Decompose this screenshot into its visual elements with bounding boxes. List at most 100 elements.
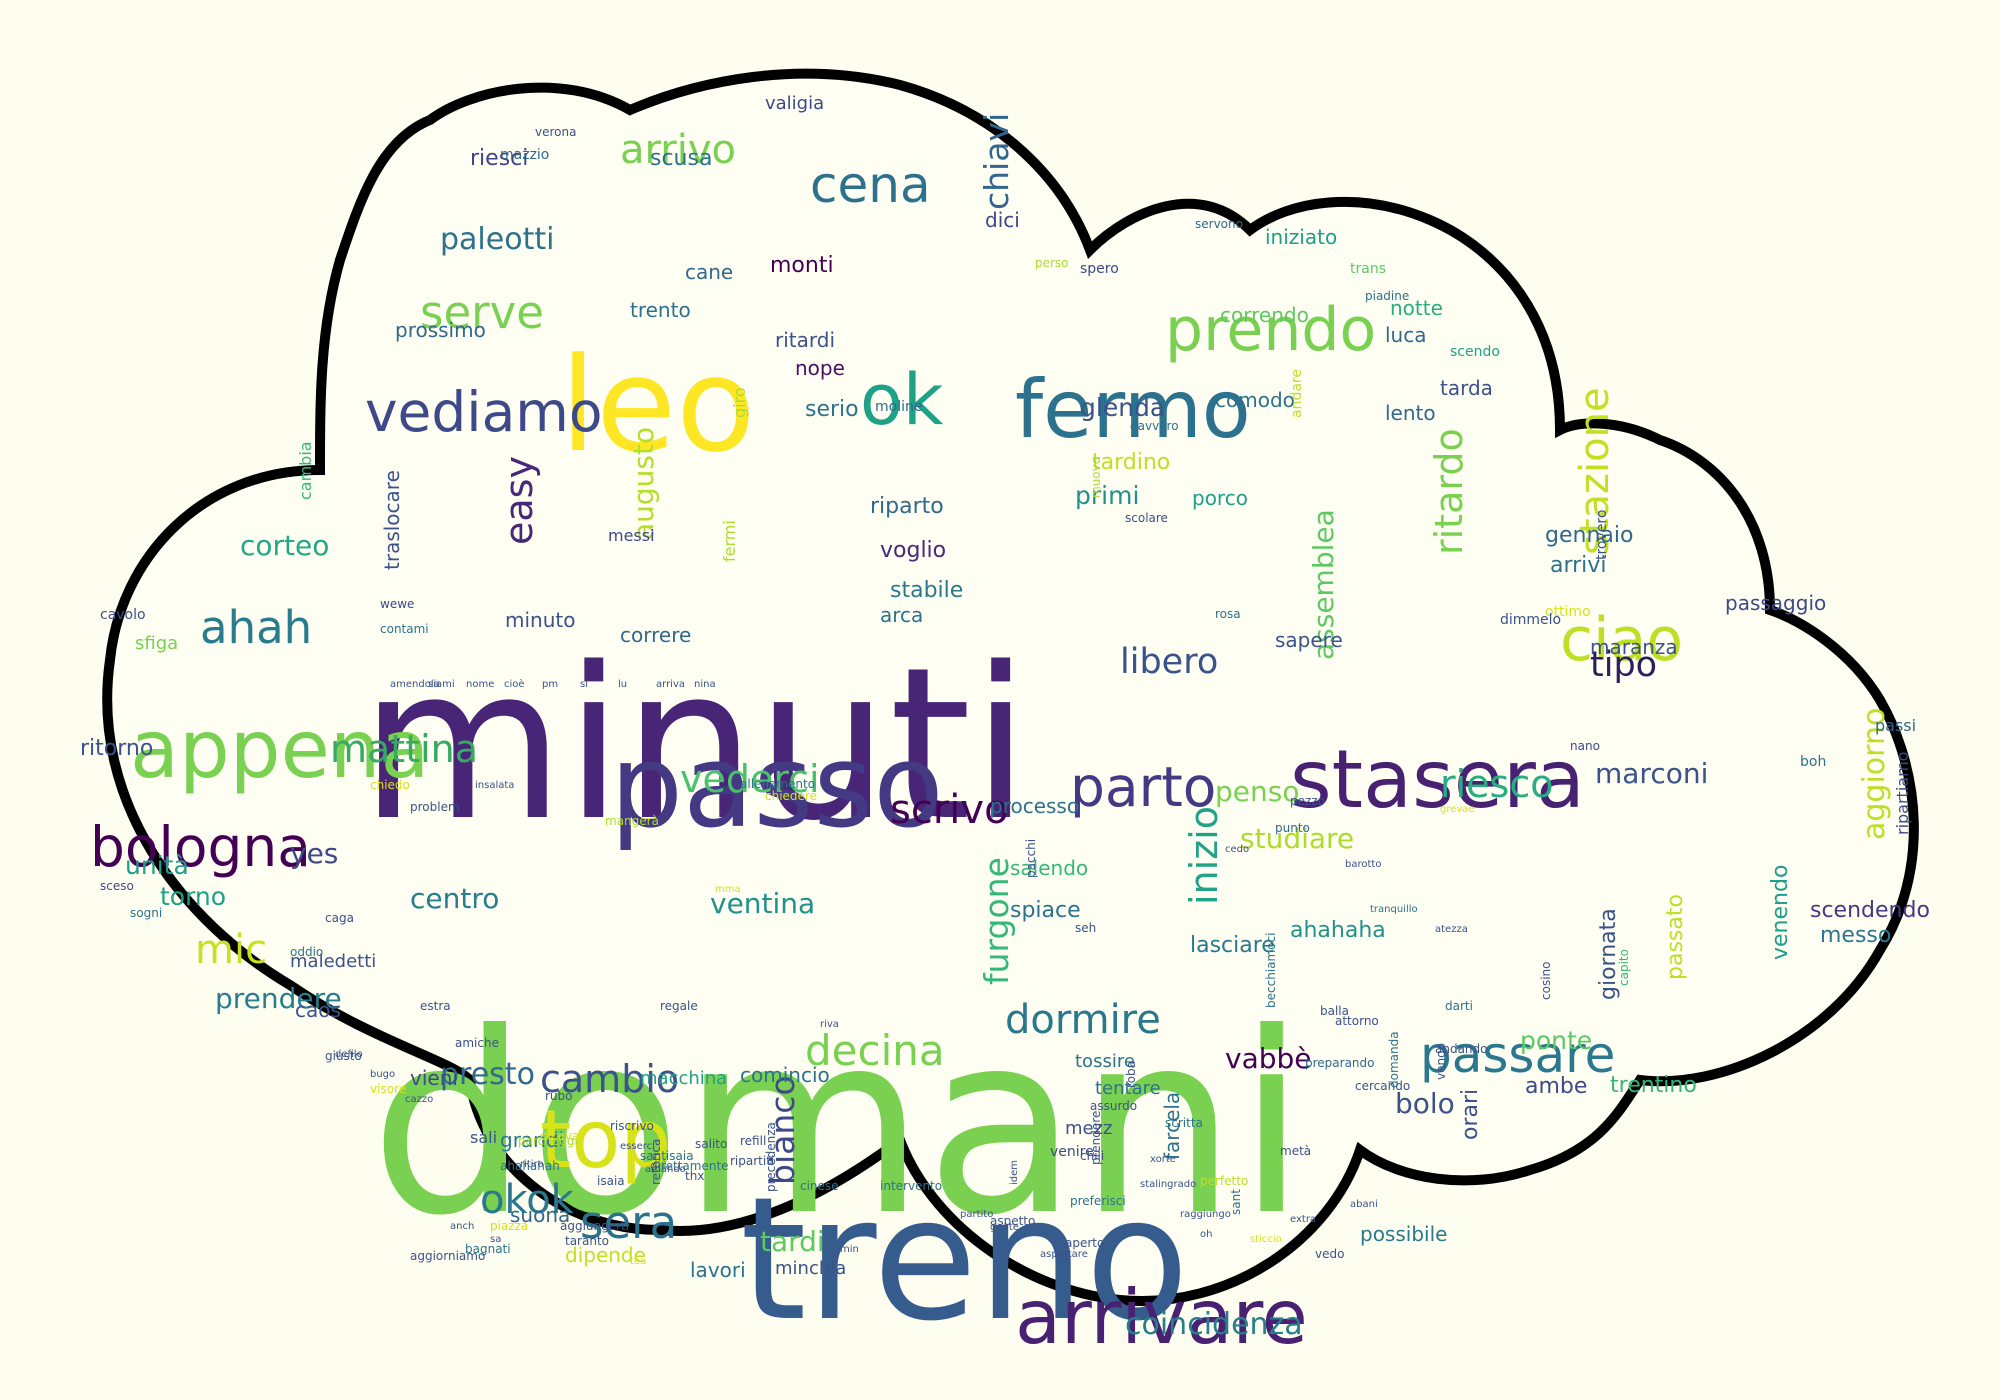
word-libero: libero — [1120, 642, 1219, 682]
word-pezzo: pezzo — [1290, 794, 1325, 808]
word-dipende: dipende — [565, 1243, 646, 1267]
word-verona: verona — [535, 125, 577, 139]
word-estra: estra — [420, 999, 451, 1013]
word-stalingrado: stalingrado — [1140, 1179, 1197, 1190]
word-spiace: spiace — [1010, 898, 1081, 923]
word-partito: partito — [960, 1209, 994, 1220]
word-vedo: vedo — [1315, 1247, 1345, 1261]
word-anch: anch — [450, 1221, 475, 1232]
word-trovero: trovero — [1594, 509, 1610, 560]
word-chiavi: chiavi — [977, 112, 1016, 210]
word-bologna: bologna — [90, 815, 311, 879]
word-ritardo: ritardo — [1427, 428, 1471, 555]
word-vediamo: vediamo — [365, 380, 603, 444]
word-ripartiti: ripartiti — [730, 1154, 775, 1168]
word-okok: okok — [480, 1177, 574, 1223]
word-pm: pm — [542, 679, 559, 690]
word-aggiorniamo: aggiorniamo — [410, 1249, 486, 1263]
word-roba: roba — [1124, 1061, 1138, 1088]
word-top: top — [540, 1093, 672, 1186]
word-tentare: tentare — [1095, 1078, 1161, 1099]
word-cosino: cosino — [1539, 961, 1553, 1000]
word-piazza: piazza — [490, 1219, 529, 1233]
word-darti: darti — [1445, 999, 1473, 1013]
word-cambio: cambio — [540, 1057, 680, 1101]
word-perfetto: perfetto — [1200, 1174, 1249, 1188]
word-domani: domani — [370, 979, 1307, 1270]
word-chili: chili — [1080, 1149, 1105, 1163]
word-scendendo: scendendo — [1810, 898, 1930, 923]
word-bolo: bolo — [1395, 1087, 1455, 1120]
word-sticcio: sticcio — [1250, 1234, 1282, 1245]
word-riparto: riparto — [870, 494, 944, 519]
word-inizio: inizio — [1182, 806, 1226, 905]
word-ponte: ponte — [1520, 1026, 1593, 1055]
word-maledetti: maledetti — [290, 951, 377, 972]
word-isaia: isaia — [597, 1174, 625, 1188]
word-aspettare: aspettare — [1040, 1249, 1088, 1260]
word-visore: visore — [370, 1082, 407, 1096]
word-sogni: sogni — [130, 906, 163, 920]
word-prendo: prendo — [1165, 295, 1377, 365]
word-processo: processo — [990, 794, 1080, 818]
word-salito: salito — [695, 1137, 728, 1151]
word-abani: abani — [1350, 1199, 1378, 1210]
word-ahahahah: ahahahah — [500, 1159, 560, 1173]
word-serve: serve — [420, 286, 544, 339]
word-defilo: defilo — [335, 1049, 363, 1060]
word-moline: moline — [875, 399, 923, 415]
word-aperto: aperto — [1065, 1236, 1105, 1250]
word-idem: idem — [1009, 1159, 1020, 1185]
word-ventina: ventina — [710, 887, 816, 920]
word-nano: nano — [1570, 739, 1600, 753]
word-serio: serio — [805, 397, 859, 422]
word-furgone: furgone — [977, 857, 1016, 985]
word-oh: oh — [1200, 1229, 1213, 1240]
word-sa: sa — [490, 1234, 502, 1245]
word-problem: problem — [410, 800, 460, 814]
word-sfiga: sfiga — [135, 633, 179, 654]
word-ripartiamo: ripartiamo — [1893, 751, 1912, 835]
word-paleotti: paleotti — [440, 222, 555, 257]
word-riesco: riesco — [1440, 762, 1554, 806]
word-ottimo: ottimo — [1545, 604, 1591, 620]
word-ahahaha: ahahaha — [1290, 918, 1386, 943]
word-sant: sant — [1229, 1189, 1243, 1215]
word-siami: siami — [428, 679, 455, 690]
word-diceva: diceva — [540, 1129, 580, 1143]
word-orari: orari — [1458, 1088, 1483, 1140]
word-trento: trento — [630, 298, 691, 322]
word-taranto: taranto — [565, 1234, 609, 1248]
word-punto: punto — [1275, 821, 1310, 835]
word-arrivare: arrivare — [1015, 1273, 1308, 1361]
word-tardi: tardi — [760, 1225, 825, 1258]
word-amendola: amendola — [390, 679, 440, 690]
word-sceso: sceso — [100, 879, 134, 893]
word-corteo: corteo — [240, 529, 330, 562]
word-cambia: cambia — [296, 441, 315, 500]
word-barotto: barotto — [1345, 859, 1382, 870]
word-passaggio: passaggio — [1725, 591, 1827, 615]
word-vengo: vengo — [1434, 1042, 1448, 1080]
word-contami: contami — [380, 622, 429, 636]
word-centro: centro — [410, 882, 500, 915]
word-grandi: grandi — [500, 1128, 565, 1152]
word-xorte: xorte — [1150, 1154, 1176, 1165]
word-passi: passi — [1875, 716, 1917, 735]
word-unità: unità — [125, 851, 189, 880]
word-yes: yes — [290, 837, 339, 870]
word-prendere: prendere — [215, 982, 342, 1015]
word-grevae: grevae — [1440, 804, 1475, 815]
word-aggiungerti: aggiungerti — [560, 1219, 630, 1233]
word-seh: seh — [1075, 921, 1097, 935]
word-refill: refill — [740, 1134, 767, 1148]
word-tardino: tardino — [1092, 450, 1171, 475]
word-riesci: riesci — [470, 146, 529, 171]
word-cane: cane — [685, 260, 734, 284]
word-atezza: atezza — [1435, 924, 1468, 935]
word-preparando: preparando — [1305, 1056, 1375, 1070]
word-comodo: comodo — [1215, 388, 1295, 412]
word-preferisci: preferisci — [1070, 1194, 1126, 1208]
word-pacchi: pacchi — [1024, 838, 1038, 878]
